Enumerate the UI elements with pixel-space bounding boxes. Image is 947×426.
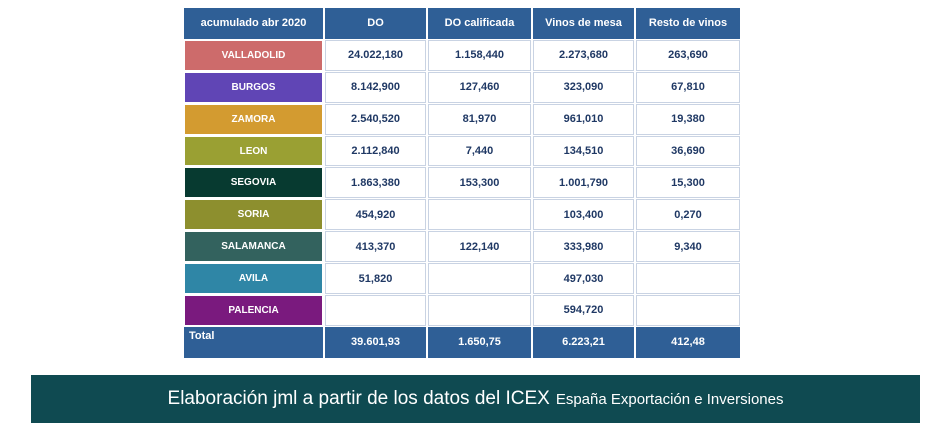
- table-row: LEON 2.112,840 7,440 134,510 36,690: [184, 135, 742, 168]
- do-cell: 24.022,180: [325, 39, 426, 71]
- table-total-row: Total 39.601,93 1.650,75 6.223,21 412,48: [184, 326, 742, 359]
- resto-vinos-cell: 19,380: [636, 103, 740, 135]
- do-calificada-cell: 7,440: [428, 135, 531, 167]
- province-cell: SEGOVIA: [184, 167, 323, 199]
- do-calificada-cell: 81,970: [428, 103, 531, 135]
- total-vinos-mesa: 6.223,21: [533, 326, 634, 358]
- header-do: DO: [325, 8, 426, 39]
- do-calificada-cell: 1.158,440: [428, 39, 531, 71]
- table-row: SEGOVIA 1.863,380 153,300 1.001,790 15,300: [184, 167, 742, 199]
- source-footer: Elaboración jml a partir de los datos de…: [31, 375, 920, 423]
- do-cell: 51,820: [325, 263, 426, 295]
- table-row: SORIA 454,920 103,400 0,270: [184, 199, 742, 231]
- do-cell: 413,370: [325, 231, 426, 263]
- vinos-mesa-cell: 103,400: [533, 199, 634, 231]
- do-calificada-cell: [428, 295, 531, 326]
- table-row: PALENCIA 594,720: [184, 295, 742, 327]
- vinos-mesa-cell: 333,980: [533, 231, 634, 263]
- table-row: ZAMORA 2.540,520 81,970 961,010 19,380: [184, 103, 742, 136]
- vinos-mesa-cell: 497,030: [533, 263, 634, 295]
- vinos-mesa-cell: 2.273,680: [533, 39, 634, 71]
- resto-vinos-cell: 67,810: [636, 71, 740, 103]
- do-cell: 1.863,380: [325, 167, 426, 199]
- do-cell: 2.112,840: [325, 135, 426, 167]
- wine-export-table: acumulado abr 2020 DO DO calificada Vino…: [184, 8, 742, 359]
- header-do-calificada: DO calificada: [428, 8, 531, 39]
- resto-vinos-cell: 15,300: [636, 167, 740, 199]
- province-cell: SALAMANCA: [184, 231, 323, 263]
- do-cell: 2.540,520: [325, 103, 426, 135]
- resto-vinos-cell: [636, 263, 740, 295]
- total-do: 39.601,93: [325, 326, 426, 358]
- do-cell: [325, 295, 426, 326]
- province-cell: ZAMORA: [184, 103, 323, 135]
- total-do-calificada: 1.650,75: [428, 326, 531, 358]
- do-calificada-cell: 127,460: [428, 71, 531, 103]
- do-calificada-cell: 122,140: [428, 231, 531, 263]
- province-cell: AVILA: [184, 263, 323, 295]
- table-row: BURGOS 8.142,900 127,460 323,090 67,810: [184, 71, 742, 104]
- province-cell: BURGOS: [184, 71, 323, 103]
- do-calificada-cell: [428, 263, 531, 295]
- do-calificada-cell: 153,300: [428, 167, 531, 199]
- table-row: SALAMANCA 413,370 122,140 333,980 9,340: [184, 231, 742, 263]
- table-body: VALLADOLID 24.022,180 1.158,440 2.273,680 26…: [184, 39, 742, 327]
- total-label: Total: [184, 326, 323, 358]
- table-row: AVILA 51,820 497,030: [184, 263, 742, 295]
- vinos-mesa-cell: 1.001,790: [533, 167, 634, 199]
- resto-vinos-cell: [636, 295, 740, 326]
- total-resto-vinos: 412,48: [636, 326, 740, 358]
- vinos-mesa-cell: 323,090: [533, 71, 634, 103]
- header-period: acumulado abr 2020: [184, 8, 323, 39]
- table-header-row: acumulado abr 2020 DO DO calificada Vino…: [184, 8, 742, 40]
- header-resto-vinos: Resto de vinos: [636, 8, 740, 39]
- vinos-mesa-cell: 961,010: [533, 103, 634, 135]
- do-cell: 8.142,900: [325, 71, 426, 103]
- resto-vinos-cell: 263,690: [636, 39, 740, 71]
- province-cell: LEON: [184, 135, 323, 167]
- footer-main-text: Elaboración jml a partir de los datos de…: [167, 388, 550, 409]
- table-row: VALLADOLID 24.022,180 1.158,440 2.273,680 26…: [184, 39, 742, 72]
- vinos-mesa-cell: 134,510: [533, 135, 634, 167]
- vinos-mesa-cell: 594,720: [533, 295, 634, 326]
- province-cell: VALLADOLID: [184, 39, 323, 71]
- do-calificada-cell: [428, 199, 531, 231]
- header-vinos-mesa: Vinos de mesa: [533, 8, 634, 39]
- province-cell: SORIA: [184, 199, 323, 231]
- footer-sub-text: España Exportación e Inversiones: [555, 390, 784, 408]
- resto-vinos-cell: 36,690: [636, 135, 740, 167]
- resto-vinos-cell: 0,270: [636, 199, 740, 231]
- resto-vinos-cell: 9,340: [636, 231, 740, 263]
- province-cell: PALENCIA: [184, 295, 323, 326]
- do-cell: 454,920: [325, 199, 426, 231]
